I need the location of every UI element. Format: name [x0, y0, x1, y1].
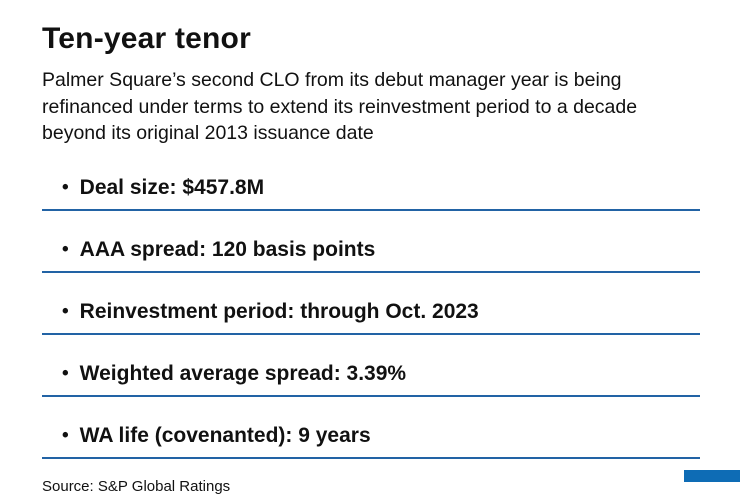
list-item: • Weighted average spread: 3.39% — [42, 335, 700, 397]
page-title: Ten-year tenor — [42, 22, 251, 55]
list-item-label: WA life (covenanted): 9 years — [79, 423, 371, 447]
list-item-label: Deal size: $457.8M — [79, 175, 265, 199]
bullet-icon: • — [62, 362, 69, 384]
bullet-icon: • — [62, 176, 69, 198]
list-item-label: AAA spread: 120 basis points — [79, 237, 376, 261]
source-attribution: Source: S&P Global Ratings — [42, 477, 231, 495]
list-item: • AAA spread: 120 basis points — [42, 211, 700, 273]
bullet-icon: • — [62, 424, 69, 446]
subtitle: Palmer Square’s second CLO from its debu… — [42, 69, 638, 145]
list-item: • Deal size: $457.8M — [42, 149, 700, 211]
bullet-icon: • — [62, 238, 69, 260]
list-item: • Reinvestment period: through Oct. 2023 — [42, 273, 700, 335]
list-item: • WA life (covenanted): 9 years — [42, 397, 700, 459]
list-item-label: Reinvestment period: through Oct. 2023 — [79, 299, 479, 323]
accent-corner-block — [684, 470, 740, 482]
list-item-label: Weighted average spread: 3.39% — [79, 361, 407, 385]
bullet-icon: • — [62, 300, 69, 322]
fact-list: • Deal size: $457.8M • AAA spread: 120 b… — [42, 149, 700, 459]
